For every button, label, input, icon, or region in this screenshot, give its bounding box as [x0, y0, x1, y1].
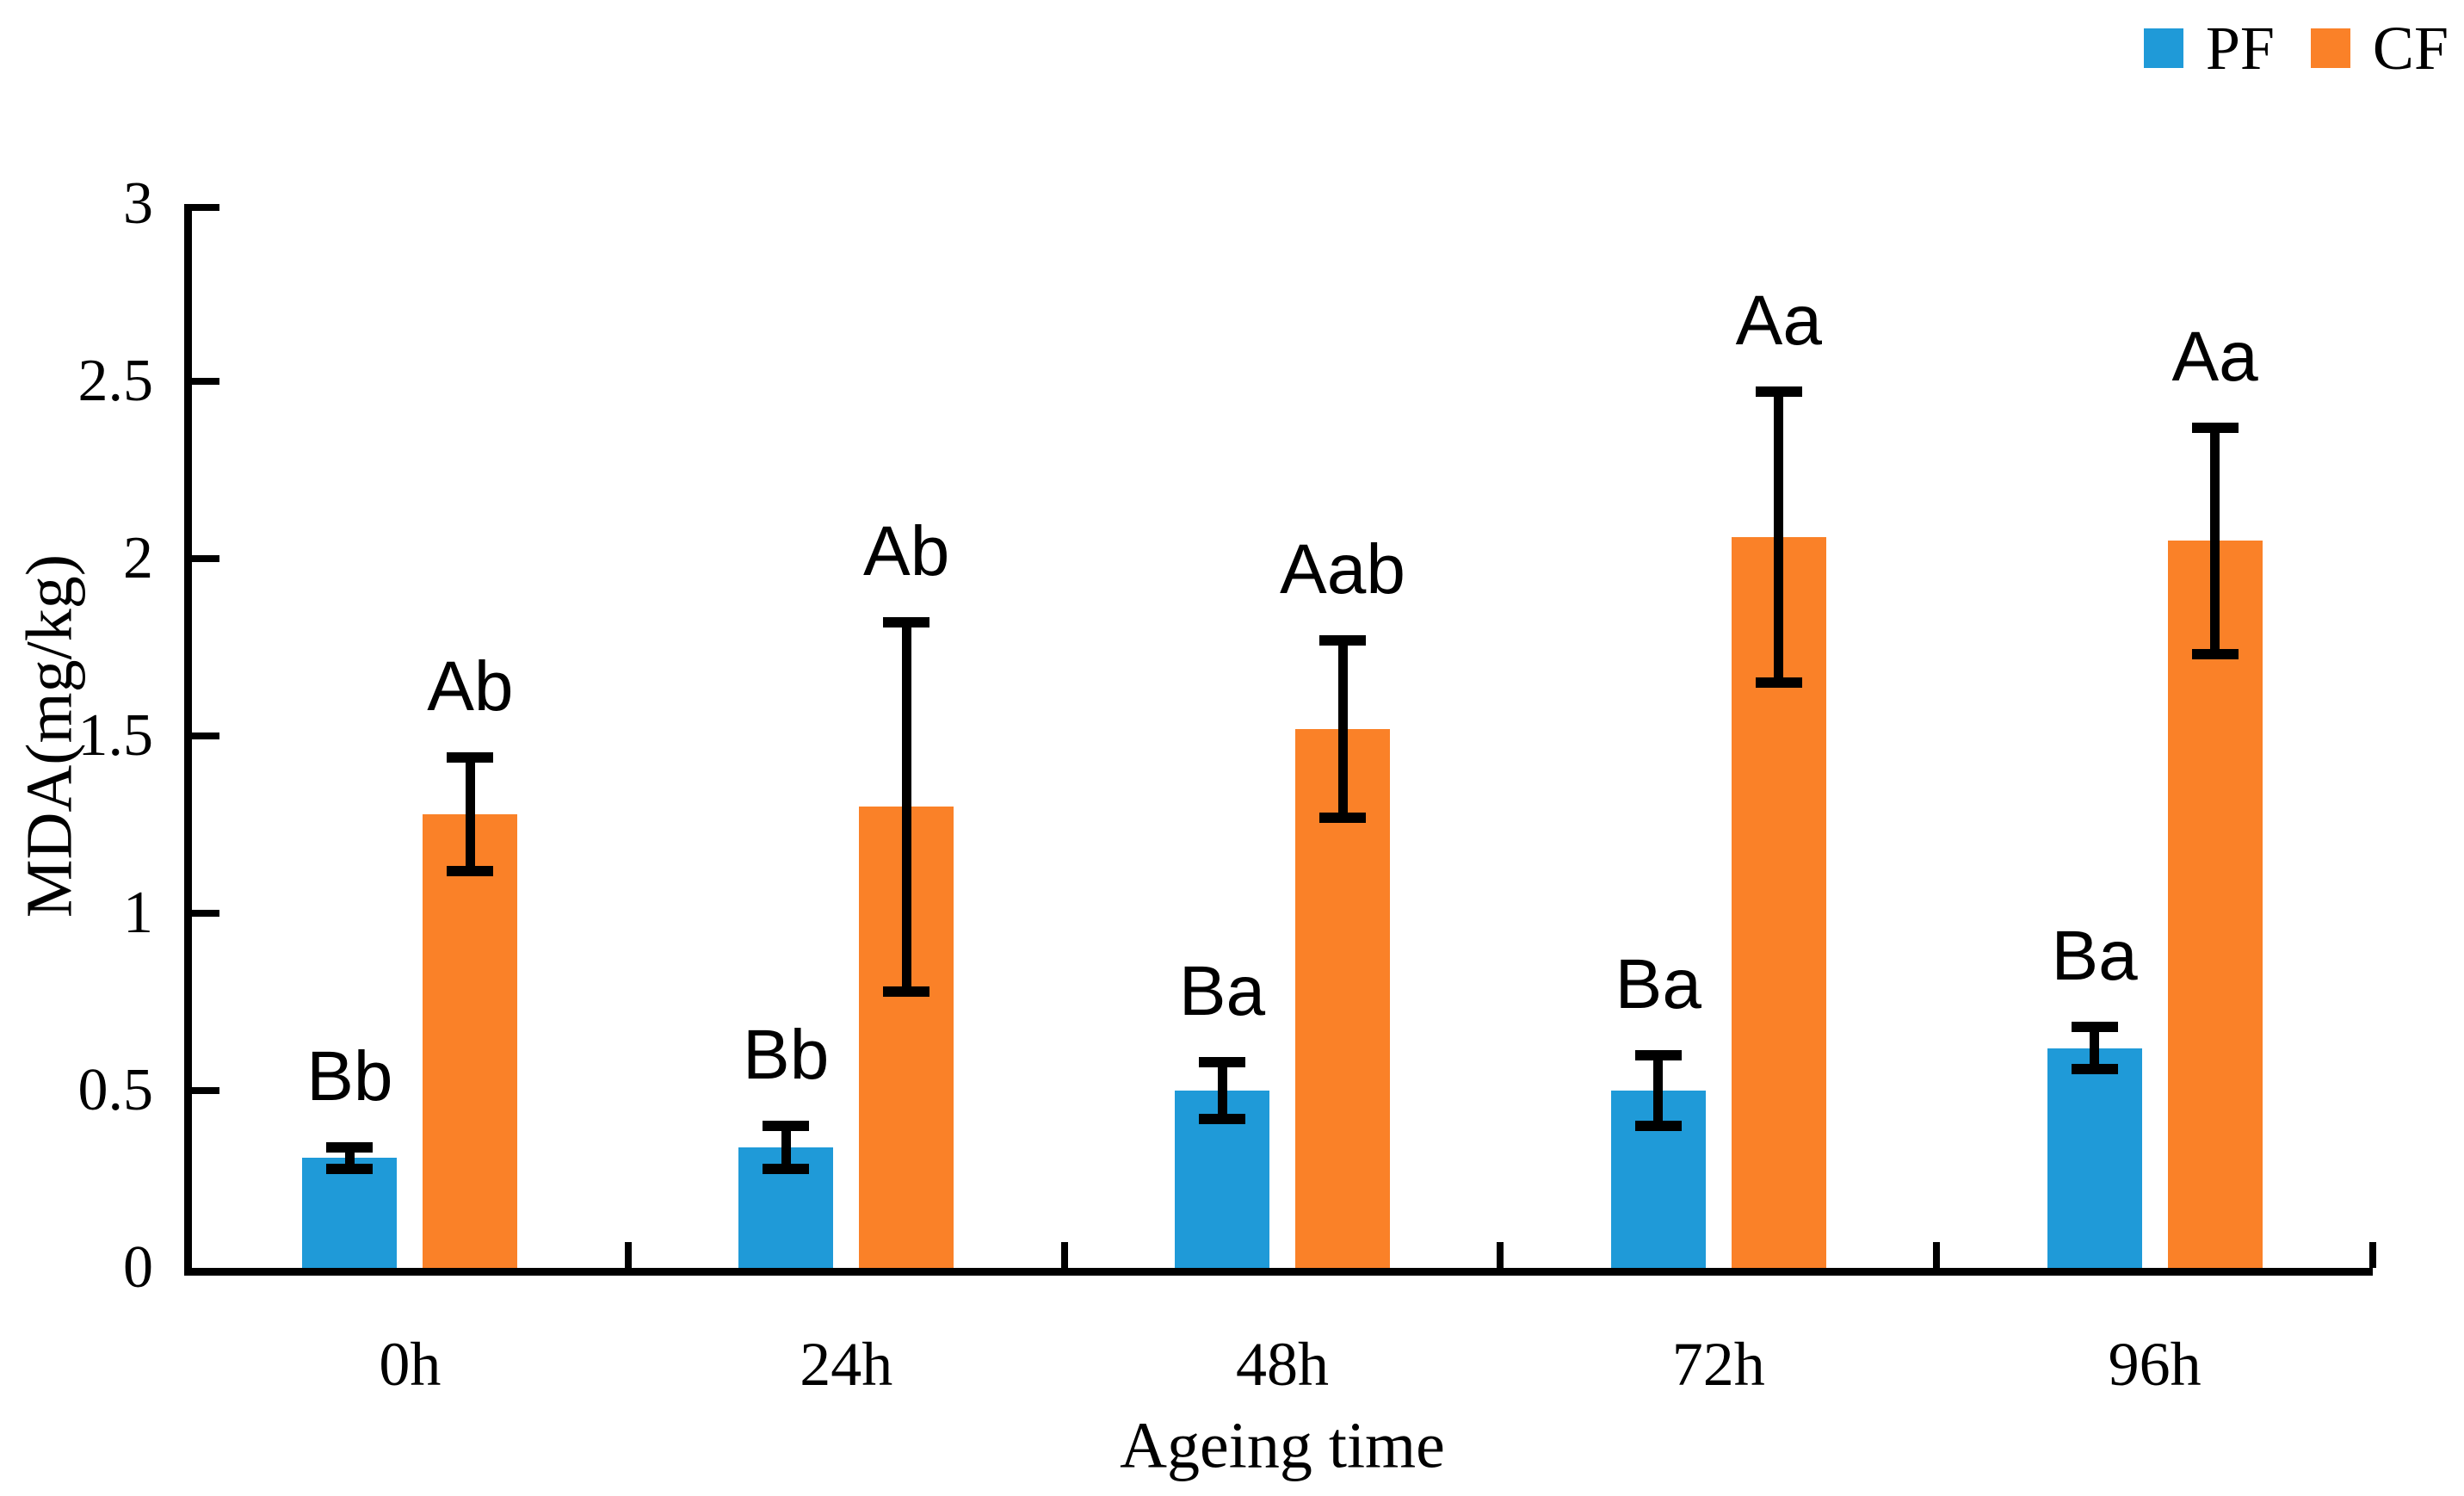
y-tick-label-0: 0 [123, 1234, 153, 1301]
x-tick-3 [1497, 1242, 1504, 1268]
x-category-label-0h: 0h [379, 1330, 442, 1399]
x-axis-line [184, 1268, 2373, 1276]
bar-cf-0h [423, 813, 518, 1268]
error-bar-cf-48h [1337, 640, 1348, 818]
sig-label-cf-72h: Aa [1735, 281, 1822, 361]
sig-label-pf-0h: Bb [306, 1036, 393, 1116]
error-bar-cf-24h [901, 622, 911, 992]
y-tick-3 [192, 204, 219, 211]
sig-label-cf-96h: Aa [2171, 317, 2258, 396]
bar-pf-96h [2047, 1048, 2142, 1268]
sig-label-pf-24h: Bb [743, 1016, 830, 1095]
pf-legend-swatch [2143, 28, 2183, 68]
x-tick-4 [1933, 1242, 1941, 1268]
error-cap-top-pf-24h [763, 1121, 810, 1132]
error-cap-bottom-pf-0h [326, 1163, 374, 1174]
error-cap-top-cf-48h [1319, 634, 1366, 646]
pf-legend-label: PF [2205, 14, 2275, 83]
y-tick-2 [192, 555, 219, 562]
x-axis-title: Ageing time [1120, 1409, 1445, 1482]
y-tick-1 [192, 910, 219, 917]
error-bar-pf-72h [1653, 1054, 1664, 1127]
error-cap-bottom-cf-24h [883, 986, 930, 997]
error-cap-bottom-cf-96h [2191, 649, 2239, 660]
x-tick-5 [2369, 1242, 2376, 1268]
bar-cf-96h [2167, 541, 2263, 1268]
error-cap-bottom-pf-72h [1634, 1121, 1682, 1132]
error-cap-bottom-cf-0h [447, 865, 494, 876]
y-tick-label-2: 2 [123, 525, 153, 591]
error-cap-top-pf-48h [1199, 1057, 1245, 1068]
x-tick-1 [624, 1242, 632, 1268]
y-tick-2.5 [192, 378, 219, 385]
x-tick-2 [1060, 1242, 1068, 1268]
error-cap-top-pf-96h [2071, 1021, 2118, 1032]
error-bar-pf-48h [1217, 1062, 1227, 1119]
error-cap-top-pf-72h [1634, 1049, 1682, 1060]
error-cap-bottom-cf-72h [1755, 677, 1802, 689]
x-category-label-96h: 96h [2108, 1330, 2202, 1399]
error-cap-top-cf-96h [2191, 422, 2239, 433]
sig-label-pf-96h: Ba [2051, 916, 2138, 995]
error-cap-bottom-pf-48h [1199, 1113, 1245, 1124]
error-cap-bottom-pf-24h [763, 1163, 810, 1174]
error-bar-pf-96h [2090, 1026, 2100, 1070]
x-category-label-72h: 72h [1671, 1330, 1765, 1399]
error-cap-bottom-cf-48h [1319, 812, 1366, 823]
y-tick-label-1.5: 1.5 [77, 702, 154, 769]
y-tick-label-1: 1 [123, 880, 153, 946]
x-category-label-24h: 24h [800, 1330, 893, 1399]
error-cap-bottom-pf-96h [2071, 1064, 2118, 1075]
legend-item-cf: CF [2310, 12, 2449, 84]
y-axis-line [184, 204, 192, 1276]
cf-legend-swatch [2310, 28, 2350, 68]
error-bar-pf-0h [344, 1147, 355, 1169]
sig-label-cf-48h: Aab [1280, 529, 1405, 609]
y-tick-label-0.5: 0.5 [77, 1057, 154, 1123]
y-tick-0.5 [192, 1087, 219, 1094]
chart-legend: PF CF [2143, 12, 2449, 84]
error-cap-top-pf-0h [326, 1141, 374, 1153]
error-cap-top-cf-72h [1755, 386, 1802, 398]
y-tick-label-2.5: 2.5 [77, 348, 154, 414]
sig-label-pf-48h: Ba [1178, 952, 1266, 1031]
x-category-label-48h: 48h [1236, 1330, 1329, 1399]
sig-label-cf-0h: Ab [427, 646, 514, 726]
cf-legend-label: CF [2372, 14, 2449, 83]
bar-pf-0h [302, 1158, 398, 1268]
sig-label-cf-24h: Ab [863, 512, 950, 591]
error-bar-cf-96h [2210, 427, 2220, 655]
error-cap-top-cf-0h [447, 751, 494, 763]
legend-item-pf: PF [2143, 12, 2275, 84]
error-bar-cf-0h [465, 757, 475, 871]
error-cap-top-cf-24h [883, 617, 930, 628]
y-tick-label-3: 3 [123, 170, 153, 237]
y-tick-1.5 [192, 733, 219, 739]
sig-label-pf-72h: Ba [1615, 944, 1701, 1023]
error-bar-pf-24h [781, 1126, 791, 1169]
error-bar-cf-72h [1774, 392, 1784, 683]
